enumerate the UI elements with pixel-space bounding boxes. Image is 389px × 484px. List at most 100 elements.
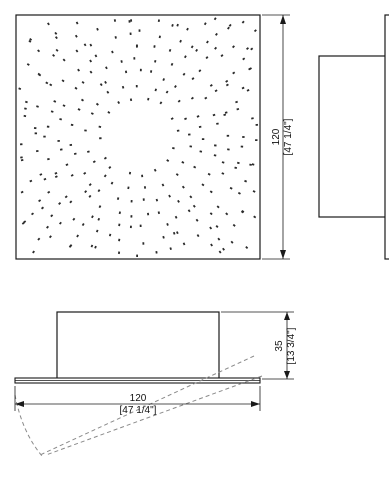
perforation-dot — [52, 53, 56, 57]
perforation-dot — [20, 190, 24, 194]
perforation-dot — [221, 161, 225, 164]
perforation-dot — [225, 212, 229, 216]
perforation-dot — [253, 29, 257, 33]
perforation-dot — [153, 168, 157, 172]
perforation-dot — [213, 154, 217, 157]
perforation-dot — [90, 112, 94, 115]
perforation-dot — [117, 251, 121, 255]
perforation-dot — [74, 86, 78, 90]
perforation-dot — [181, 161, 185, 164]
perforation-dot — [95, 102, 99, 106]
perforation-dot — [45, 81, 49, 85]
perforation-dot — [205, 56, 209, 60]
perforation-dot — [228, 23, 232, 27]
depth-value: 35 — [274, 340, 285, 352]
plan-view: 35 [13 3/4"] 120 [47 1/4"] — [14, 311, 297, 457]
perforation-dot — [46, 22, 50, 26]
perforation-dot — [24, 107, 27, 110]
perforation-dot — [249, 163, 252, 166]
perforation-dot — [174, 85, 177, 89]
perforation-dot — [213, 17, 217, 21]
perforation-dot — [48, 235, 52, 239]
perforation-dot — [54, 171, 58, 175]
perforation-dot — [43, 135, 46, 138]
perforation-dot — [96, 27, 99, 31]
perforation-dot — [89, 70, 93, 74]
perforation-dot — [226, 134, 230, 137]
perforation-dot — [155, 251, 158, 254]
perforation-dot — [249, 67, 252, 71]
perforation-dot — [20, 156, 23, 159]
perforation-dot — [196, 234, 200, 238]
perforation-dot — [33, 127, 37, 130]
perforation-dot — [154, 59, 157, 63]
perforation-dot — [113, 19, 117, 22]
swing-indicator — [14, 355, 263, 457]
perforation-dot — [38, 199, 42, 203]
perforation-dot — [179, 39, 182, 43]
perforation-dot — [84, 129, 87, 132]
plan-body — [56, 311, 220, 380]
perforation-dot — [62, 104, 66, 107]
perforation-dot — [204, 96, 208, 100]
perforation-dot — [104, 80, 107, 84]
perforation-dot — [130, 199, 133, 203]
height-value: 120 — [271, 128, 282, 145]
perforation-dot — [218, 250, 222, 254]
perforation-dot — [41, 206, 45, 210]
perforation-dot — [142, 242, 145, 245]
perforation-pattern — [18, 17, 259, 258]
perforation-dot — [170, 117, 174, 121]
depth-arrow-bottom — [284, 371, 290, 379]
perforation-dot — [73, 152, 77, 155]
perforation-dot — [217, 237, 221, 241]
perforation-dot — [242, 57, 246, 61]
perforation-dot — [88, 183, 92, 187]
perforation-dot — [57, 140, 60, 142]
perforation-dot — [46, 225, 50, 229]
perforation-dot — [77, 108, 81, 111]
depth-dimension: 35 [13 3/4"] — [221, 311, 297, 380]
perforation-dot — [195, 48, 199, 52]
perforation-dot — [175, 173, 179, 177]
perforation-dot — [226, 26, 230, 30]
perforation-dot — [84, 190, 88, 194]
perforation-dot — [29, 179, 33, 183]
perforation-dot — [221, 172, 225, 175]
perforation-dot — [50, 110, 54, 113]
perforation-dot — [49, 83, 53, 87]
arrow-bottom — [280, 250, 286, 259]
perforation-dot — [37, 49, 41, 53]
perforation-dot — [143, 186, 147, 189]
perforation-dot — [77, 68, 81, 72]
perforation-dot — [37, 72, 41, 76]
perforation-dot — [168, 48, 172, 52]
perforation-dot — [165, 90, 169, 94]
perforation-dot — [209, 190, 213, 194]
perforation-dot — [189, 195, 193, 199]
perforation-dot — [116, 197, 120, 200]
perforation-dot — [182, 242, 186, 246]
perforation-dot — [158, 35, 161, 39]
perforation-dot — [198, 69, 202, 73]
perforation-dot — [36, 105, 39, 108]
perforation-dot — [210, 243, 213, 247]
perforation-dot — [50, 214, 54, 218]
perforation-dot — [215, 224, 219, 228]
perforation-dot — [253, 215, 257, 219]
perforation-dot — [98, 205, 102, 209]
perforation-dot — [232, 71, 236, 75]
perforation-dot — [189, 145, 193, 148]
perforation-dot — [58, 221, 62, 225]
perforation-dot — [212, 113, 216, 117]
front-panel-outline — [15, 14, 261, 260]
perforation-dot — [169, 247, 172, 251]
perforation-dot — [26, 63, 30, 66]
perforation-dot — [203, 22, 207, 26]
perforation-dot — [236, 107, 240, 111]
perforation-dot — [54, 36, 58, 40]
perforation-dot — [241, 20, 245, 24]
perforation-dot — [232, 45, 235, 49]
perforation-dot — [232, 223, 236, 227]
perforation-dot — [149, 70, 153, 73]
